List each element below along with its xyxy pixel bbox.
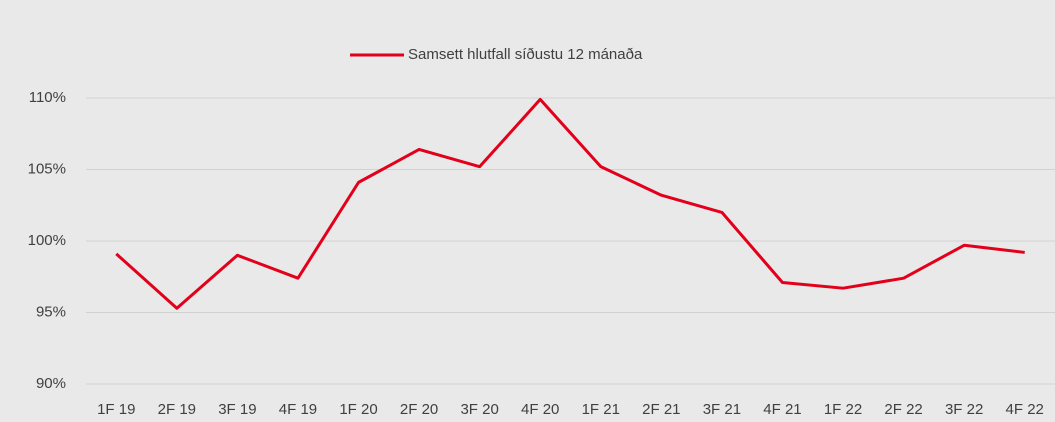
- y-tick-label: 105%: [28, 160, 66, 177]
- x-tick-label: 2F 22: [884, 401, 922, 418]
- x-tick-label: 4F 19: [279, 401, 317, 418]
- x-tick-label: 3F 19: [218, 401, 256, 418]
- x-tick-label: 3F 20: [460, 401, 498, 418]
- x-tick-label: 4F 20: [521, 401, 559, 418]
- x-tick-label: 3F 22: [945, 401, 983, 418]
- y-tick-label: 95%: [36, 303, 66, 320]
- y-tick-label: 90%: [36, 375, 66, 392]
- x-tick-label: 3F 21: [703, 401, 741, 418]
- x-tick-label: 2F 20: [400, 401, 438, 418]
- x-tick-label: 1F 19: [97, 401, 135, 418]
- x-tick-label: 1F 21: [582, 401, 620, 418]
- x-tick-label: 4F 22: [1006, 401, 1044, 418]
- y-tick-label: 110%: [29, 89, 66, 106]
- y-tick-label: 100%: [28, 232, 66, 249]
- x-tick-label: 4F 21: [763, 401, 801, 418]
- data-line: [115, 97, 1025, 310]
- x-tick-label: 1F 22: [824, 401, 862, 418]
- x-tick-label: 2F 21: [642, 401, 680, 418]
- x-tick-label: 2F 19: [158, 401, 196, 418]
- legend-label: Samsett hlutfall síðustu 12 mánaða: [408, 46, 643, 63]
- x-tick-label: 1F 20: [339, 401, 377, 418]
